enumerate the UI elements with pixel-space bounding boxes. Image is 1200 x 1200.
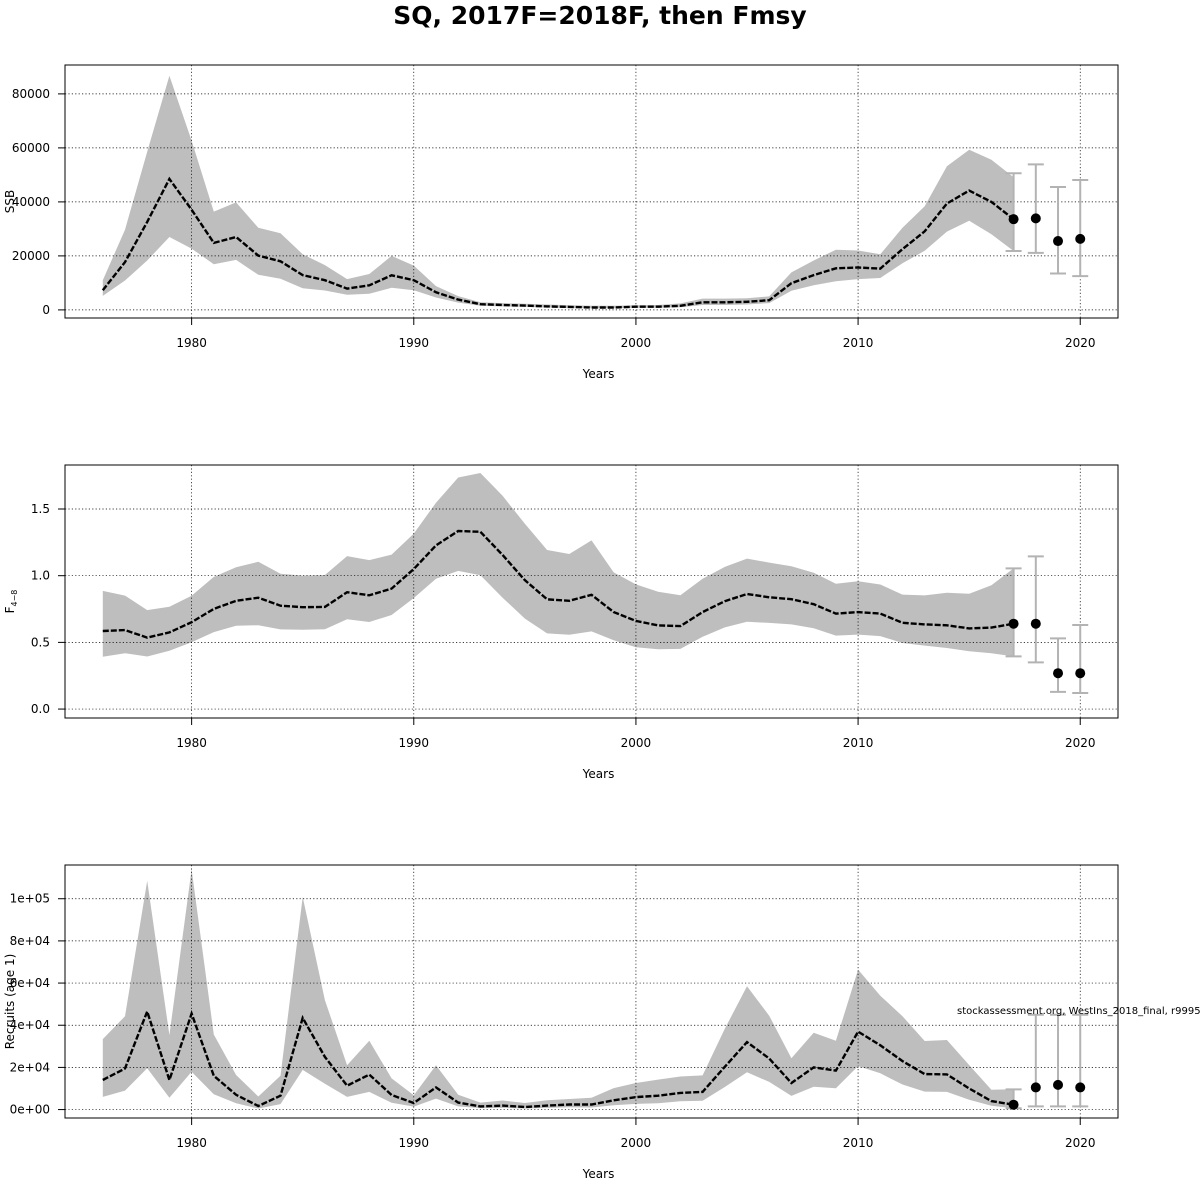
chart-title: SQ, 2017F=2018F, then Fmsy (393, 1, 807, 30)
recruits-x-tick-label: 1990 (399, 1136, 430, 1150)
ssb-y-tick-label: 20000 (12, 249, 50, 263)
fbar-y-tick-label: 1.5 (31, 502, 50, 516)
recruits-y-tick-label: 6e+04 (10, 976, 50, 990)
ssb-x-tick-label: 1980 (176, 336, 207, 350)
watermark-text: stockassessment.org, WestIns_2018_final,… (957, 1006, 1200, 1017)
fbar-y-tick-label: 0.0 (31, 702, 50, 716)
ssb-x-tick-label: 2020 (1065, 336, 1096, 350)
fbar-x-tick-label: 2010 (843, 736, 874, 750)
ssb-x-tick-label: 1990 (399, 336, 430, 350)
recruits-y-tick-label: 4e+04 (10, 1018, 50, 1032)
ssb-confidence-band (102, 75, 1014, 309)
recruits-confidence-band (102, 869, 1014, 1109)
ssb-forecast-point (1053, 236, 1064, 247)
ssb-x-tick-label: 2000 (621, 336, 652, 350)
ssb-y-tick-label: 0 (42, 303, 50, 317)
recruits-x-tick-label: 2010 (843, 1136, 874, 1150)
recruits-y-tick-label: 0e+00 (10, 1103, 50, 1117)
ssb-y-tick-label: 60000 (12, 141, 50, 155)
fbar-forecast-point (1030, 618, 1041, 629)
fbar-y-tick-label: 0.5 (31, 635, 50, 649)
recruits-y-axis-label-main: Recruits (age 1) (3, 954, 17, 1050)
recruits-forecast-point (1053, 1079, 1064, 1090)
ssb-x-tick-label: 2010 (843, 336, 874, 350)
fbar-panel: 1980 1990 2000 2010 2020 0.0 0.5 1.0 1.5 Years F4−… (3, 464, 1119, 781)
fbar-x-axis-label: Years (582, 767, 615, 781)
recruits-y-axis-label: Recruits (age 1) (3, 954, 17, 1050)
recruits-forecast-point (1030, 1082, 1041, 1093)
fbar-y-axis-label-main: F (3, 606, 17, 613)
fbar-x-tick-label: 2020 (1065, 736, 1096, 750)
fbar-x-tick-label: 1990 (399, 736, 430, 750)
ssb-plot-frame (64, 64, 1119, 319)
ssb-forecast-point (1075, 233, 1086, 244)
ssb-y-tick-label: 40000 (12, 195, 50, 209)
recruits-plot-frame (64, 864, 1119, 1119)
ssb-y-axis-label: SSB (3, 190, 17, 213)
recruits-y-tick-label: 2e+04 (10, 1060, 50, 1074)
fbar-forecast-point (1053, 668, 1064, 679)
fbar-plot-frame (64, 464, 1119, 719)
fbar-estimate-line (102, 529, 1014, 639)
recruits-panel: 1980 1990 2000 2010 2020 0e+00 2e+04 4e+04 6e+04… (3, 864, 1119, 1181)
recruits-x-tick-label: 1980 (176, 1136, 207, 1150)
fbar-y-axis-label: F4−8 (3, 590, 19, 614)
fbar-confidence-band (102, 473, 1014, 657)
ssb-y-tick-label: 80000 (12, 87, 50, 101)
recruits-forecast-point (1008, 1099, 1019, 1110)
fbar-x-tick-label: 1980 (176, 736, 207, 750)
ssb-panel: 1980 1990 2000 2010 2020 0 20000 40000 60000 8000… (3, 64, 1119, 381)
ssb-forecast-point (1030, 213, 1041, 224)
recruits-y-tick-label: 1e+05 (10, 892, 50, 906)
recruits-estimate-line (102, 1007, 1014, 1109)
recruits-x-axis-label: Years (582, 1167, 615, 1181)
fbar-y-axis-label-subscript: 4−8 (10, 590, 19, 607)
fbar-forecast-point (1075, 668, 1086, 679)
recruits-y-tick-label: 8e+04 (10, 934, 50, 948)
ssb-forecast-point (1008, 214, 1019, 225)
ssb-x-axis-label: Years (582, 367, 615, 381)
recruits-x-tick-label: 2000 (621, 1136, 652, 1150)
fbar-y-tick-label: 1.0 (31, 569, 50, 583)
fbar-forecast-point (1008, 618, 1019, 629)
ssb-y-axis-label-main: SSB (3, 190, 17, 213)
recruits-x-tick-label: 2020 (1065, 1136, 1096, 1150)
recruits-forecast-point (1075, 1082, 1086, 1093)
fbar-x-tick-label: 2000 (621, 736, 652, 750)
